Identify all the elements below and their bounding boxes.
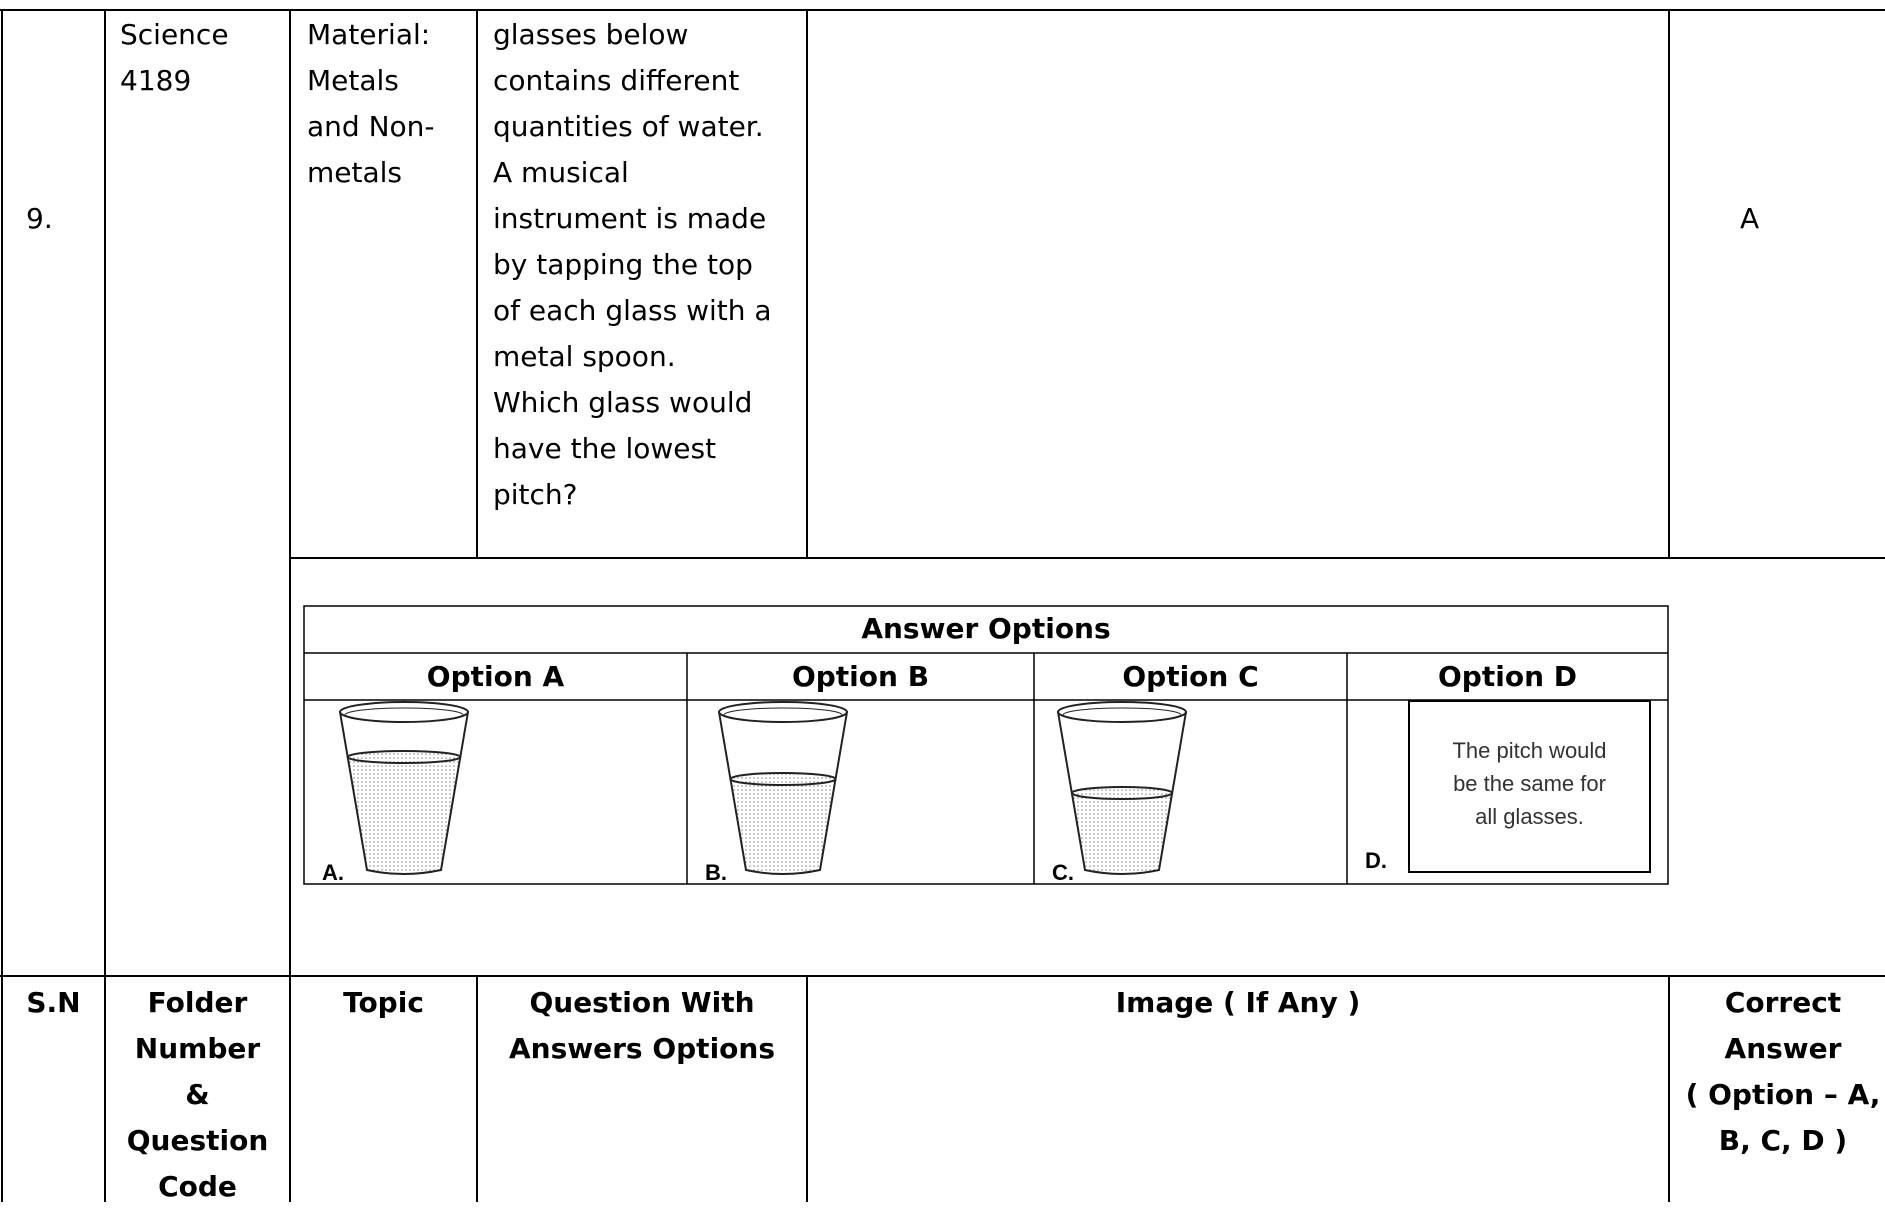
text-line: ( Option – A,: [1685, 1078, 1881, 1111]
text-line: Correct: [1724, 986, 1842, 1019]
glass-part: [729, 772, 837, 786]
text-line: and Non-: [307, 110, 435, 143]
glass-part: [718, 701, 848, 723]
glass-part: [1062, 707, 1182, 723]
options-title: Answer Options: [861, 612, 1111, 645]
row-topic: Material: Metals and Non-metals: [307, 12, 435, 196]
text-line: quantities of water.: [493, 110, 764, 143]
text-line: Number: [134, 1032, 261, 1065]
text-line: metals: [307, 156, 403, 189]
text-line: metal spoon.: [493, 340, 676, 373]
header-image: Image ( If Any ): [1115, 986, 1361, 1019]
text-line: &: [185, 1078, 210, 1111]
header-question: Question With Answers Options: [477, 980, 807, 1072]
text-line: glasses below: [493, 18, 689, 51]
text-line: Answer: [1724, 1032, 1842, 1065]
text-line: Which glass would: [493, 386, 753, 419]
text-line: Science: [120, 18, 229, 51]
header-correct: Correct Answer ( Option – A, B, C, D ): [1669, 980, 1885, 1164]
header-folder: Folder Number & Question Code: [105, 980, 290, 1210]
option-header: Option B: [791, 660, 930, 693]
option-header: Option D: [1438, 660, 1577, 693]
glass-part: [344, 707, 464, 723]
glass-part: [339, 701, 469, 723]
glass-part: [1071, 793, 1173, 874]
row-question: glasses below contains different quantitie…: [493, 12, 772, 518]
glass-part: [1057, 711, 1187, 875]
glass-part: [723, 707, 843, 723]
row-sn: 9.: [26, 202, 53, 235]
row-folder: Science 4189: [120, 12, 229, 104]
header-topic: Topic: [343, 986, 424, 1019]
text-line: instrument is made: [493, 202, 767, 235]
option-label: C.: [1052, 860, 1074, 885]
glass-part: [346, 750, 462, 764]
header-sn: S.N: [26, 986, 81, 1019]
text-line: Metals: [307, 64, 399, 97]
row-answer: A: [1740, 202, 1760, 235]
text-line: pitch?: [493, 478, 578, 511]
glass-part: [1057, 701, 1187, 723]
option-label: B.: [705, 860, 727, 885]
text-line: Answers Options: [508, 1032, 775, 1065]
option-label: D.: [1365, 848, 1387, 873]
text-line: all glasses.: [1475, 804, 1584, 829]
option-label: A.: [322, 860, 344, 885]
glass-part: [1070, 786, 1174, 800]
glass-part: [730, 779, 836, 874]
text-line: Code: [158, 1170, 237, 1203]
text-line: Folder: [147, 986, 248, 1019]
glass-part: [718, 711, 848, 875]
text-line: of each glass with a: [493, 294, 772, 327]
text-line: 4189: [120, 64, 192, 97]
text-line: contains different: [493, 64, 740, 97]
text-line: be the same for: [1453, 771, 1606, 796]
option-header: Option C: [1122, 660, 1259, 693]
option-d-text: The pitch would be the same for all glasse…: [1409, 734, 1650, 833]
text-line: Question With: [529, 986, 755, 1019]
text-line: have the lowest: [493, 432, 717, 465]
text-line: Question: [126, 1124, 269, 1157]
text-line: B, C, D ): [1718, 1124, 1848, 1157]
text-line: by tapping the top: [493, 248, 753, 281]
glass-part: [339, 711, 469, 875]
text-line: Material:: [307, 18, 431, 51]
option-header: Option A: [426, 660, 565, 693]
glass-part: [347, 757, 461, 874]
text-line: The pitch would: [1452, 738, 1607, 763]
text-line: A musical: [493, 156, 629, 189]
